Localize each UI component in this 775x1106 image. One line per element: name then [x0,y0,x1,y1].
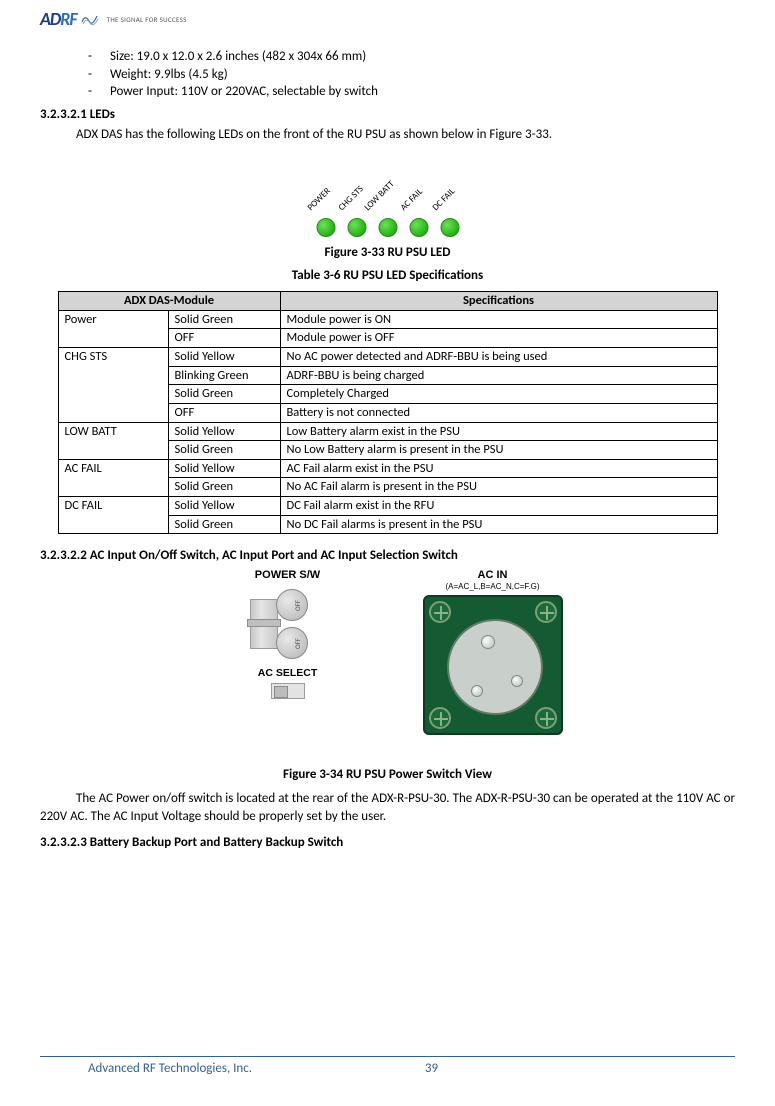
table-cell-spec: ADRF-BBU is being charged [280,366,717,385]
led-dot-icon [378,218,397,237]
ac-select-switch-icon [271,683,305,699]
table-cell-state: Solid Green [168,515,280,534]
led-dot-icon [316,218,335,237]
led-label: CHG STS [336,184,365,213]
table-cell-spec: Module power is OFF [280,329,717,348]
table-cell-state: Solid Green [168,310,280,329]
table-cell-state: Blinking Green [168,366,280,385]
led-label: POWER [305,186,332,213]
table-cell-spec: No DC Fail alarms is present in the PSU [280,515,717,534]
logo-wave-icon [81,12,99,26]
bullet-item: Weight: 9.9lbs (4.5 kg) [88,66,735,84]
bullet-item: Size: 19.0 x 12.0 x 2.6 inches (482 x 30… [88,48,735,66]
table-header: Specifications [280,292,717,311]
ac-in-column: AC IN (A=AC_L,B=AC_N,C=F.G) [403,569,583,735]
led-label: LOW BATT [362,179,396,213]
led-dot-icon [409,218,428,237]
table-cell-state: Solid Yellow [168,348,280,367]
table-cell-spec: Battery is not connected [280,403,717,422]
page-footer: Advanced RF Technologies, Inc. 39 [40,1061,735,1076]
off-label: OFF [293,638,302,649]
table-cell-state: OFF [168,329,280,348]
table-cell-spec: DC Fail alarm exist in the RFU [280,497,717,516]
table-cell-state: Solid Yellow [168,422,280,441]
ac-in-connector-icon [423,595,563,735]
power-sw-label: POWER S/W [208,569,368,581]
tagline: THE SIGNAL FOR SUCCESS [107,15,187,24]
footer-page-number: 39 [212,1061,651,1076]
table-cell-module: CHG STS [58,348,168,423]
spacer [40,856,735,996]
led-dot-icon [347,218,366,237]
table-cell-state: OFF [168,403,280,422]
logo-right: RF [60,8,76,30]
figure-caption: Figure 3-34 RU PSU Power Switch View [40,767,735,782]
table-cell-module: Power [58,310,168,347]
table-cell-state: Solid Green [168,478,280,497]
ac-select-label: AC SELECT [208,667,368,679]
logo-text: ADRF [40,8,77,30]
led-label: AC FAIL [398,186,425,213]
table-cell-module: AC FAIL [58,459,168,496]
table-cell-spec: Completely Charged [280,385,717,404]
ac-paragraph: The AC Power on/off switch is located at… [40,790,735,825]
table-cell-spec: Low Battery alarm exist in the PSU [280,422,717,441]
ac-in-label: AC IN [403,569,583,581]
spec-bullets: Size: 19.0 x 12.0 x 2.6 inches (482 x 30… [88,48,735,101]
leds-intro: ADX DAS has the following LEDs on the fr… [76,126,735,144]
table-cell-spec: No AC power detected and ADRF-BBU is bei… [280,348,717,367]
heading-leds: 3.2.3.2.1 LEDs [40,107,735,122]
table-caption: Table 3-6 RU PSU LED Specifications [40,268,735,283]
table-cell-spec: Module power is ON [280,310,717,329]
footer-spacer [651,1061,731,1076]
off-label: OFF [293,600,302,611]
table-cell-spec: AC Fail alarm exist in the PSU [280,459,717,478]
breaker-switch-icon: OFF OFF [250,589,326,659]
logo-left: AD [40,8,60,30]
led-row [316,218,459,237]
table-cell-state: Solid Yellow [168,497,280,516]
heading-ac-input: 3.2.3.2.2 AC Input On/Off Switch, AC Inp… [40,548,735,563]
table-cell-module: LOW BATT [58,422,168,459]
led-spec-table: ADX DAS-Module Specifications PowerSolid… [58,291,718,534]
ac-in-sublabel: (A=AC_L,B=AC_N,C=F.G) [403,582,583,591]
bullet-item: Power Input: 110V or 220VAC, selectable … [88,83,735,101]
table-cell-state: Solid Yellow [168,459,280,478]
logo: ADRF THE SIGNAL FOR SUCCESS [40,8,735,30]
table-cell-state: Solid Green [168,441,280,460]
footer-divider [40,1056,735,1057]
power-sw-column: POWER S/W OFF OFF AC SELECT [208,569,368,699]
led-figure: POWER CHG STS LOW BATT AC FAIL DC FAIL [278,155,498,237]
heading-battery-backup: 3.2.3.2.3 Battery Backup Port and Batter… [40,835,735,850]
power-switch-figure: POWER S/W OFF OFF AC SELECT AC IN (A=AC_… [173,569,603,759]
page: ADRF THE SIGNAL FOR SUCCESS Size: 19.0 x… [0,0,775,1106]
table-header: ADX DAS-Module [58,292,280,311]
figure-caption: Figure 3-33 RU PSU LED [40,245,735,260]
table-cell-spec: No AC Fail alarm is present in the PSU [280,478,717,497]
led-label: DC FAIL [430,186,457,213]
table-cell-module: DC FAIL [58,497,168,534]
table-cell-state: Solid Green [168,385,280,404]
table-cell-spec: No Low Battery alarm is present in the P… [280,441,717,460]
led-dot-icon [440,218,459,237]
